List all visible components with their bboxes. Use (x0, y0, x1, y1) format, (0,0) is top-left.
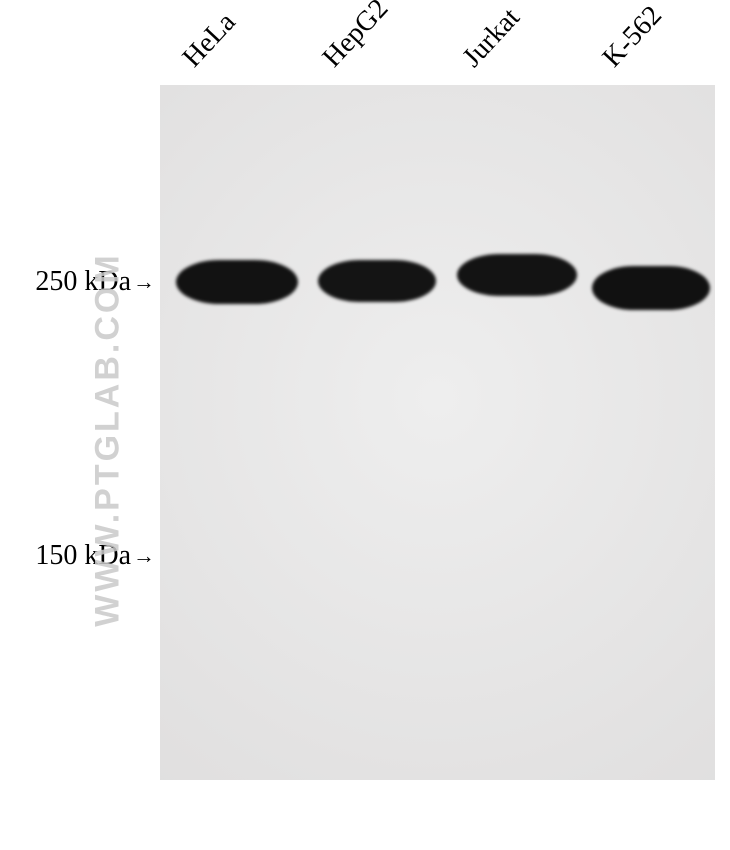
arrow-right-icon: → (133, 545, 155, 567)
mw-marker-label: 250 kDa (35, 266, 131, 298)
protein-band (457, 254, 577, 296)
membrane-background (160, 85, 715, 780)
lane-label: HeLa (177, 7, 243, 74)
mw-marker: 250 kDa→ (35, 266, 155, 298)
lane-label: K-562 (597, 0, 669, 74)
arrow-right-icon: → (133, 271, 155, 293)
lane-label: Jurkat (457, 2, 527, 74)
protein-band (592, 266, 710, 310)
mw-marker: 150 kDa→ (35, 540, 155, 572)
mw-marker-label: 150 kDa (35, 540, 131, 572)
lane-label: HepG2 (317, 0, 396, 74)
protein-band (176, 260, 298, 304)
figure-container: HeLaHepG2JurkatK-562 250 kDa→150 kDa→ WW… (0, 0, 730, 850)
western-blot-membrane (160, 85, 715, 780)
protein-band (318, 260, 436, 302)
